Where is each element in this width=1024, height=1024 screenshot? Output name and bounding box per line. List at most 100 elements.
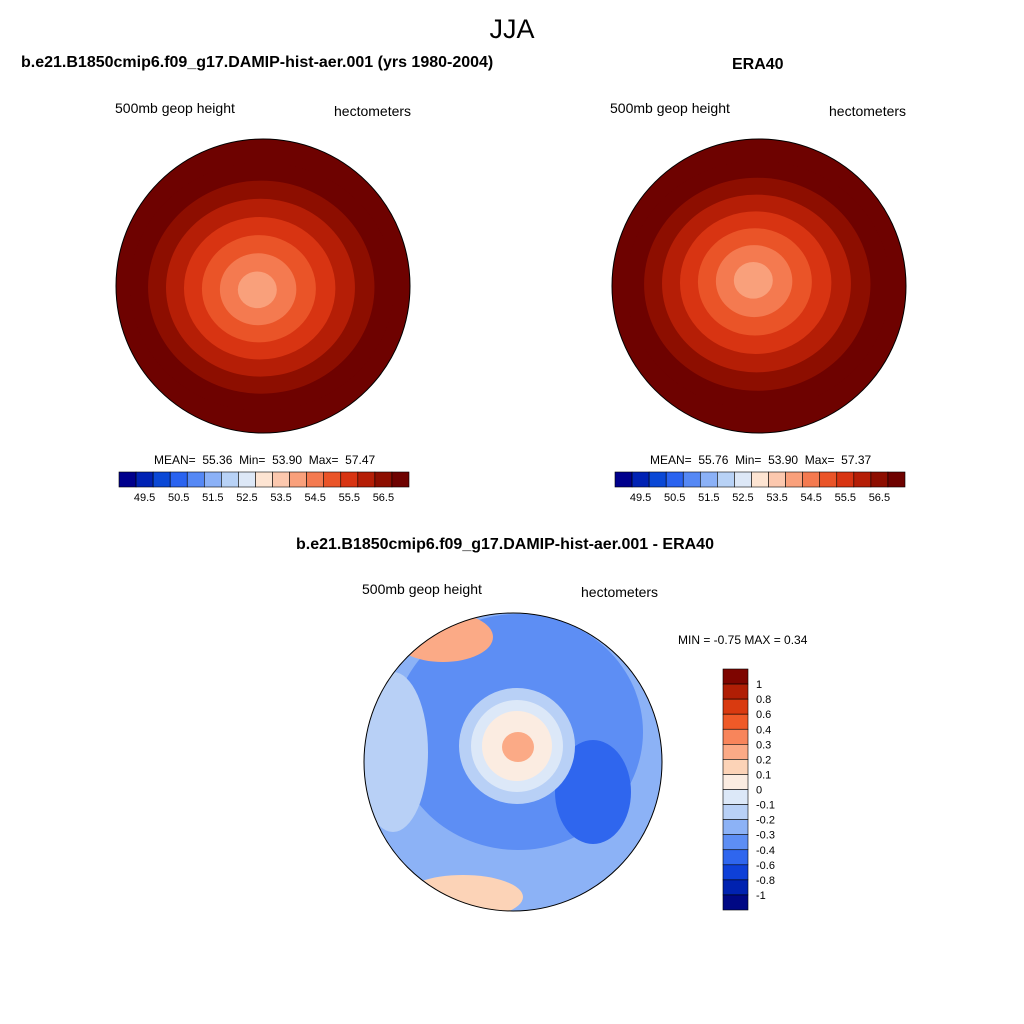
model-colorbar-tick: 53.5 [270,492,291,504]
obs-colorbar-box [665,471,684,488]
diff-variable-label: 500mb geop height [362,581,482,597]
model-colorbar-tick: 49.5 [134,492,155,504]
model-mean-value: 55.36 [202,453,233,467]
obs-colorbar-box [648,471,667,488]
model-colorbar-tick: 55.5 [339,492,360,504]
obs-max-value: 57.37 [841,453,872,467]
model-min-label: Min= [239,453,266,467]
model-colorbar-box [118,471,137,488]
obs-map-border [611,138,907,434]
diff-colorbar-box [722,668,749,685]
obs-colorbar-tick: 54.5 [800,492,821,504]
obs-colorbar-box [751,471,769,488]
diff-colorbar-tick: -1 [756,890,766,902]
model-colorbar-box [135,471,154,488]
diff-colorbar-tick: 0 [756,785,762,797]
model-panel-title: b.e21.B1850cmip6.f09_g17.DAMIP-hist-aer.… [21,54,494,71]
diff-colorbar-tick: -0.1 [756,800,775,812]
model-colorbar-box [186,471,205,488]
model-units-label: hectometers [334,103,412,119]
diff-colorbar-box [722,834,749,851]
model-max-label: Max= [308,453,339,467]
model-colorbar-box [203,471,222,488]
diff-colorbar-tick: 0.3 [756,739,771,751]
season-title: JJA [489,14,535,44]
obs-colorbar-tick: 55.5 [835,492,856,504]
diff-colorbar-tick: -0.4 [756,845,775,857]
model-colorbar-box [289,471,307,488]
diff-colorbar-tick: 0.6 [756,709,771,721]
diff-colorbar-box [722,774,749,790]
diff-colorbar-box [722,894,749,911]
obs-mean-label: MEAN= [650,453,692,467]
obs-colorbar-box [785,471,803,488]
obs-polar-map [612,139,906,433]
diff-panel-title: b.e21.B1850cmip6.f09_g17.DAMIP-hist-aer.… [296,536,714,553]
diff-colorbar-tick: -0.2 [756,815,775,827]
diff-band-pos-north [393,613,493,662]
model-colorbar-tick: 52.5 [236,492,257,504]
obs-colorbar-tick: 56.5 [869,492,890,504]
diff-colorbar-box [722,728,749,745]
obs-variable-label: 500mb geop height [610,100,730,116]
obs-min-label: Min= [735,453,762,467]
diff-colorbar-box [722,804,749,820]
obs-colorbar-box [768,471,786,488]
diff-minmax: MIN = -0.75 MAX = 0.34 [678,633,808,647]
obs-stats: MEAN= 55.76 Min= 53.90 Max= 57.37 [650,453,871,467]
model-variable-label: 500mb geop height [115,100,235,116]
diff-band-pos-0-2 [502,732,534,762]
obs-panel-title: ERA40 [732,56,784,73]
model-colorbar-tick: 50.5 [168,492,189,504]
model-mean-label: MEAN= [154,453,196,467]
model-colorbar-box [340,471,359,488]
diff-band-neg-0-6 [555,740,631,844]
diff-colorbar-tick: -0.8 [756,875,775,887]
model-colorbar-tick: 56.5 [373,492,394,504]
diff-colorbar-tick: -0.6 [756,860,775,872]
obs-max-label: Max= [804,453,835,467]
diff-units-label: hectometers [581,584,659,600]
obs-colorbar-tick: 52.5 [732,492,753,504]
diff-colorbar-tick: 0.2 [756,754,771,766]
obs-colorbar-tick: 50.5 [664,492,685,504]
model-colorbar-box [306,471,325,488]
obs-colorbar-box [802,471,821,488]
model-max-value: 57.47 [345,453,376,467]
model-polar-map [116,139,410,433]
model-colorbar-box [357,471,376,488]
diff-colorbar-tick: 0.1 [756,769,771,781]
model-colorbar-box [391,471,410,488]
diff-colorbar-box [722,879,749,896]
obs-colorbar-tick: 49.5 [630,492,651,504]
diff-band-west [364,672,428,832]
obs-colorbar-box [870,471,889,488]
model-map-border [115,138,411,434]
obs-colorbar-box [836,471,855,488]
obs-colorbar-box [717,471,735,488]
diff-colorbar-box [722,698,749,715]
obs-colorbar-box [699,471,718,488]
obs-min-value: 53.90 [768,453,799,467]
obs-colorbar-box [887,471,906,488]
obs-mean-value: 55.76 [698,453,729,467]
diff-colorbar-tick: 0.4 [756,724,771,736]
obs-units-label: hectometers [829,103,907,119]
obs-colorbar-box [734,471,752,488]
model-colorbar-box [169,471,188,488]
diff-colorbar-box [722,864,749,881]
diff-colorbar-box [722,759,749,775]
diff-colorbar-tick: 1 [756,679,762,691]
model-colorbar-box [221,471,239,488]
obs-colorbar-box [819,471,838,488]
model-colorbar-box [374,471,393,488]
obs-colorbar-box [614,471,633,488]
model-colorbar-box [323,471,342,488]
diff-band-pos-south [403,875,523,911]
obs-colorbar-box [682,471,701,488]
diff-colorbar-box [722,713,749,730]
diff-colorbar-box [722,683,749,700]
diff-map-border [363,612,663,912]
model-colorbar-tick: 51.5 [202,492,223,504]
